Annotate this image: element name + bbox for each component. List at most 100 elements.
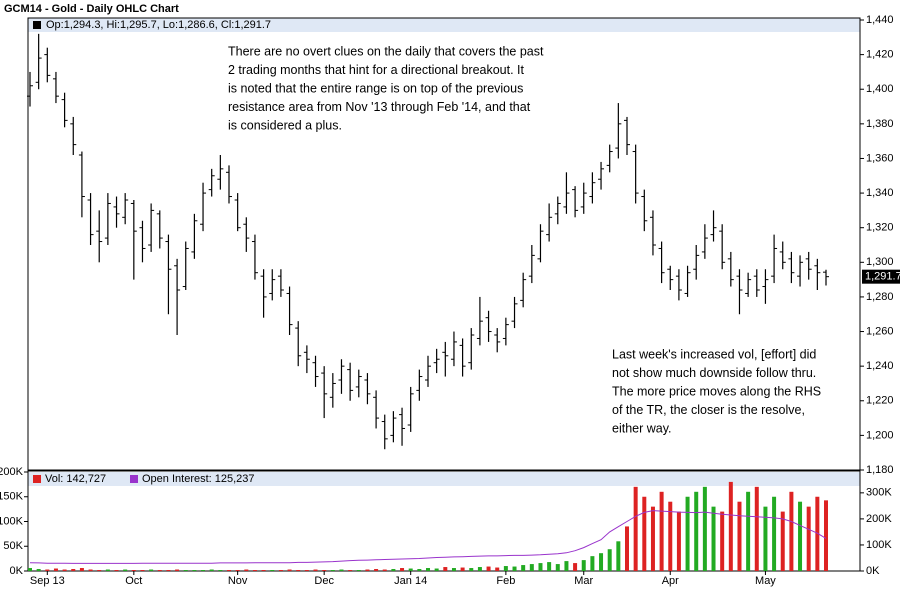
volume-bar bbox=[62, 569, 67, 571]
volume-bar bbox=[374, 569, 379, 571]
volume-bar bbox=[538, 563, 543, 571]
last-price-label: 1,291.7 bbox=[865, 271, 900, 283]
volume-bar bbox=[417, 569, 422, 571]
volume-bar bbox=[183, 570, 188, 571]
volume-bar bbox=[806, 506, 811, 571]
y-tick-label: 1,200 bbox=[866, 429, 894, 441]
volume-bar bbox=[356, 570, 361, 571]
annotation: of the TR, the closer is the resolve, bbox=[612, 403, 805, 417]
legend-swatch bbox=[130, 475, 138, 483]
volume-bar bbox=[322, 570, 327, 571]
x-tick-label: Feb bbox=[496, 575, 515, 587]
volume-bar bbox=[53, 568, 58, 571]
volume-bar bbox=[434, 568, 439, 571]
volume-bar bbox=[503, 566, 508, 571]
annotation: not show much downside follow thru. bbox=[612, 366, 816, 380]
volume-bar bbox=[287, 569, 292, 571]
legend-swatch bbox=[33, 475, 41, 483]
volume-bar bbox=[460, 567, 465, 571]
volume-bar bbox=[114, 570, 119, 571]
volume-bar bbox=[815, 496, 820, 571]
x-tick-label: Jan 14 bbox=[394, 575, 427, 587]
volume-bar bbox=[495, 567, 500, 571]
volume-bar bbox=[642, 496, 647, 571]
volume-bar bbox=[244, 569, 249, 571]
annotation: The more price moves along the RHS bbox=[612, 384, 821, 398]
volume-bar bbox=[131, 570, 136, 571]
volume-bar bbox=[261, 570, 266, 571]
volume-bar bbox=[209, 569, 214, 571]
volume-bar bbox=[486, 566, 491, 571]
legend-bar bbox=[28, 472, 860, 486]
volume-bar bbox=[105, 569, 110, 571]
y-tick-label: 1,240 bbox=[866, 360, 894, 372]
y-tick-label: 200K bbox=[0, 466, 24, 478]
volume-bar bbox=[477, 567, 482, 571]
volume-bar bbox=[547, 562, 552, 571]
volume-bar bbox=[789, 491, 794, 571]
y-tick-label: 1,320 bbox=[866, 222, 894, 234]
volume-bar bbox=[824, 500, 828, 571]
x-tick-label: May bbox=[755, 575, 776, 587]
volume-bar bbox=[451, 568, 456, 571]
y2-tick-label: 300K bbox=[866, 487, 892, 499]
volume-bar bbox=[702, 486, 707, 571]
volume-bar bbox=[590, 556, 595, 571]
y-tick-label: 1,340 bbox=[866, 187, 894, 199]
y-tick-label: 0K bbox=[10, 565, 24, 577]
volume-bar bbox=[408, 568, 413, 571]
volume-bar bbox=[382, 569, 387, 571]
x-tick-label: Dec bbox=[314, 575, 334, 587]
volume-bar bbox=[607, 549, 612, 571]
volume-bar bbox=[313, 569, 318, 571]
volume-bar bbox=[599, 553, 604, 571]
y-tick-label: 150K bbox=[0, 491, 24, 503]
annotation: resistance area from Nov '13 through Feb… bbox=[228, 100, 531, 114]
volume-bar bbox=[798, 501, 803, 571]
y-tick-label: 1,180 bbox=[866, 464, 894, 476]
volume-bar bbox=[694, 491, 699, 571]
y2-tick-label: 0K bbox=[866, 565, 880, 577]
volume-bar bbox=[235, 570, 240, 571]
volume-bar bbox=[529, 564, 534, 571]
y-tick-label: 1,260 bbox=[866, 325, 894, 337]
volume-bar bbox=[426, 568, 430, 571]
y-tick-label: 1,300 bbox=[866, 256, 894, 268]
volume-bar bbox=[780, 511, 785, 571]
volume-bar bbox=[443, 567, 448, 571]
volume-bar bbox=[36, 569, 41, 571]
y-tick-label: 50K bbox=[3, 540, 23, 552]
legend-label: Vol: 142,727 bbox=[45, 473, 106, 485]
volume-bar bbox=[737, 501, 742, 571]
y-tick-label: 1,360 bbox=[866, 152, 894, 164]
volume-bar bbox=[754, 486, 759, 571]
legend-text: Op:1,294.3, Hi:1,295.7, Lo:1,286.6, Cl:1… bbox=[46, 19, 271, 31]
volume-bar bbox=[97, 570, 102, 571]
volume-bar bbox=[296, 570, 301, 571]
volume-bar bbox=[469, 568, 474, 571]
annotation: is noted that the entire range is on top… bbox=[228, 81, 523, 95]
y2-tick-label: 100K bbox=[866, 539, 892, 551]
y-tick-label: 100K bbox=[0, 515, 24, 527]
chart-title: GCM14 - Gold - Daily OHLC Chart bbox=[4, 3, 179, 15]
volume-bar bbox=[252, 570, 257, 571]
volume-bar bbox=[88, 569, 93, 571]
volume-bar bbox=[339, 569, 344, 571]
y-tick-label: 1,440 bbox=[866, 14, 894, 26]
volume-bar bbox=[304, 570, 309, 571]
volume-bar bbox=[720, 511, 725, 571]
annotation: either way. bbox=[612, 421, 672, 435]
volume-bar bbox=[728, 481, 733, 571]
annotation: Last week's increased vol, [effort] did bbox=[612, 347, 816, 361]
volume-bar bbox=[521, 565, 526, 571]
volume-bar bbox=[633, 486, 638, 571]
volume-bar bbox=[157, 570, 162, 571]
x-tick-label: Sep 13 bbox=[30, 575, 65, 587]
x-tick-label: Apr bbox=[662, 575, 679, 587]
last-price-box bbox=[862, 269, 900, 284]
volume-bar bbox=[71, 569, 76, 571]
volume-bar bbox=[218, 570, 223, 571]
volume-bar bbox=[391, 569, 396, 571]
legend-bar bbox=[28, 18, 860, 32]
